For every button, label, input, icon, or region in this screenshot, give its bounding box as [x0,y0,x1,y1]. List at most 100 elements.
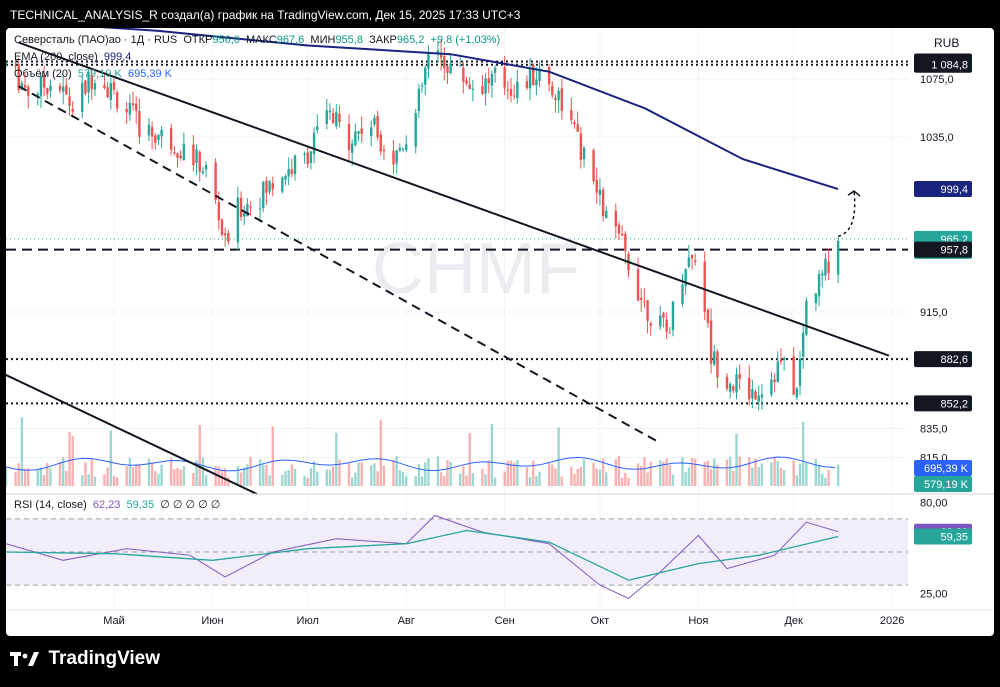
candle-body [204,165,208,170]
volume-bar [147,458,151,486]
candle-body [671,301,675,331]
candle-body [154,135,157,143]
candle-up [535,67,538,96]
volume-legend[interactable]: Объём (20) 579,19 K 695,39 K [14,68,172,80]
candle-down [827,248,830,280]
candle-body [573,122,576,125]
volume-bar [605,472,608,486]
candle-body [776,361,779,383]
candle-down [265,176,268,206]
ema-legend[interactable]: EMA (200, close) 999,4 [14,51,131,63]
candle-down [379,130,382,156]
trend-line [18,85,661,444]
candle-body [290,169,294,174]
candle-down [694,253,697,266]
volume-bar [347,463,351,486]
candle-body [471,88,475,90]
volume-bar [668,465,671,486]
volume-bar [182,466,186,486]
candle-body [782,357,786,361]
volume-bar [706,460,710,486]
candle-down [443,47,446,81]
volume-bar [103,474,106,486]
candles [6,39,840,411]
candle-body [249,206,252,208]
volume-bar [239,472,243,486]
candle-up [424,65,427,95]
candle-body [147,124,151,136]
candle-body [436,50,440,54]
candle-down [738,364,741,390]
volume-bar [290,464,294,486]
volume-bar [725,459,729,486]
volume-bar [728,456,732,486]
candle-body [547,67,551,85]
candle-up [735,367,738,400]
volume-ma-label-text: 695,39 K [924,463,969,475]
candle-body [312,132,316,155]
trend-line [18,41,890,357]
candle-body [6,62,8,65]
candle-body [732,386,735,391]
price-legend[interactable]: Северсталь (ПАО)ао · 1Д · RUS ОТКР956,0 … [14,34,500,46]
volume-bar [258,459,262,486]
candle-up [325,99,328,130]
candle-up [776,351,779,383]
candle-body [306,152,309,165]
volume-bar [747,457,751,486]
candle-body [821,273,824,276]
candle-body [735,374,738,393]
volume-bar [560,476,564,486]
candle-body [360,128,363,135]
candle-body [694,260,697,263]
candle-body [706,309,710,323]
volume-bar [617,456,621,486]
candle-up [605,206,608,219]
candle-down [290,158,294,178]
volume-bar [293,468,297,486]
candle-up [458,56,462,67]
chart-canvas[interactable]: CHMF 1075,01035,0915,0835,0815,080,0025,… [6,28,994,636]
volume-bar [179,469,182,486]
candle-body [271,183,274,190]
candle-up [659,305,662,330]
volume-bar [68,432,71,486]
candle-down [560,79,564,120]
candle-up [370,120,373,147]
candle-up [751,379,754,409]
volume-bar [738,456,741,486]
high-label: МАКС [246,34,277,46]
trend-lines [6,41,890,495]
candle-body [754,391,757,400]
candle-down [649,321,652,336]
time-axis-label: Май [103,615,125,627]
price-label-box [914,241,972,258]
price-label-text: 957,8 [940,245,968,257]
candle-down [465,76,468,86]
volume-bar [236,466,240,486]
volume-bar [87,474,90,486]
volume-bar [360,462,363,486]
volume-bar [109,430,113,486]
tradingview-logo[interactable]: TradingView [10,648,160,670]
volume-bar [436,456,440,486]
candle-up [798,350,802,396]
candle-up [287,157,290,186]
volume-bar [154,471,157,486]
volume-bar [487,460,490,486]
candle-body [246,204,249,217]
rsi-legend[interactable]: RSI (14, close) 62,23 59,35 ∅ ∅ ∅ ∅ ∅ [14,498,220,511]
candle-down [138,98,141,145]
chart-panel[interactable]: CHMF 1075,0 1035,0 915,0 835,0 815,0 80,00 25,… [6,28,994,636]
ema-line [100,28,839,191]
candle-down [668,326,671,334]
volume-bar [776,461,779,486]
volume-bar [439,472,443,486]
candle-body [160,129,163,137]
candle-body [605,210,608,219]
volume-bar [516,459,519,486]
candle-body [42,75,46,88]
volume-bar [173,469,176,486]
candle-body [192,144,195,166]
candle-down [392,140,395,175]
